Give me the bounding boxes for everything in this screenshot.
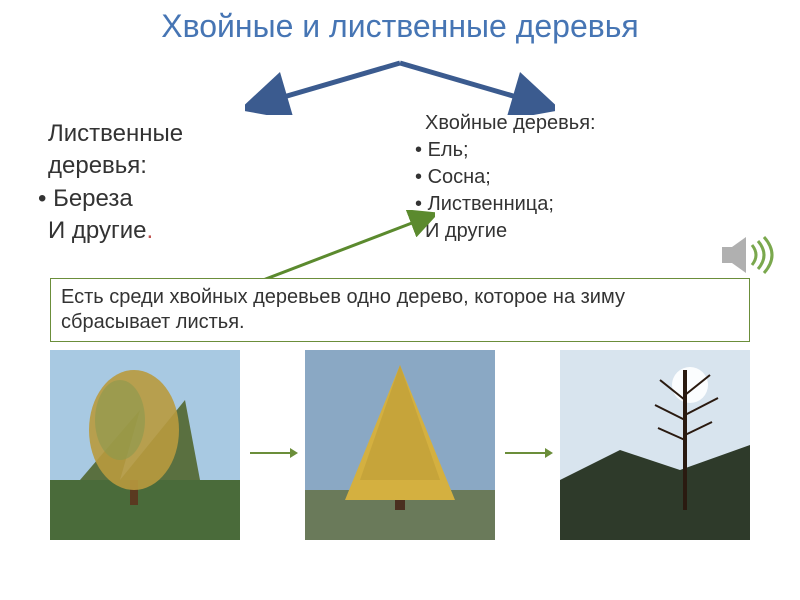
larch-image-2 [305,350,495,540]
left-column: Лиственные деревья: Береза И другие. [48,118,183,248]
page-title: Хвойные и лиственные деревья [0,0,800,45]
left-heading-line1: Лиственные [48,118,183,150]
larch-image-1 [50,350,240,540]
note-box: Есть среди хвойных деревьев одно дерево,… [50,278,750,342]
left-item-1: Береза [38,183,183,215]
right-column: Хвойные деревья: Ель; Сосна; Лиственница… [425,110,596,245]
tree-images-row [50,350,750,540]
right-footer: И другие [425,218,596,245]
right-heading: Хвойные деревья: [425,110,596,137]
connector-arrow-2 [503,443,553,447]
branching-chevron [245,55,555,115]
speaker-icon [718,235,774,275]
right-item-3: Лиственница; [415,191,596,218]
right-item-1: Ель; [415,137,596,164]
left-heading-line2: деревья: [48,150,183,182]
connector-arrow-1 [248,443,298,447]
larch-image-3 [560,350,750,540]
left-footer: И другие. [48,215,183,247]
right-item-2: Сосна; [415,164,596,191]
